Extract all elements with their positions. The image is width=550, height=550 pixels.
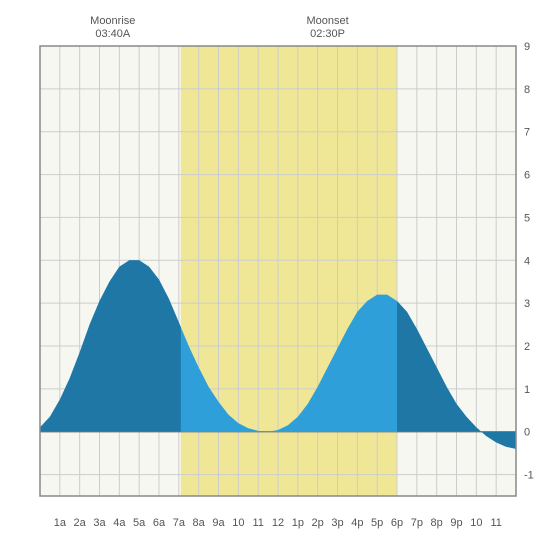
x-tick-label: 4a — [113, 517, 126, 529]
x-tick-label: 10 — [470, 517, 482, 529]
moonset-time: 02:30P — [310, 28, 345, 40]
x-tick-label: 1a — [54, 517, 67, 529]
y-tick-label: 4 — [524, 255, 530, 267]
x-tick-label: 2p — [312, 517, 324, 529]
y-tick-label: 5 — [524, 212, 530, 224]
tide-chart: -101234567891a2a3a4a5a6a7a8a9a1011121p2p… — [12, 12, 538, 538]
x-tick-label: 5p — [371, 517, 383, 529]
x-tick-label: 6a — [153, 517, 166, 529]
x-tick-label: 12 — [272, 517, 284, 529]
x-tick-label: 11 — [252, 517, 263, 529]
y-tick-label: 2 — [524, 341, 530, 353]
y-tick-label: 0 — [524, 427, 530, 439]
x-tick-label: 3a — [93, 517, 106, 529]
x-tick-label: 2a — [74, 517, 87, 529]
moonrise-label: Moonrise — [90, 15, 135, 27]
x-tick-label: 4p — [351, 517, 363, 529]
moonrise-time: 03:40A — [95, 28, 131, 40]
x-tick-label: 8p — [431, 517, 443, 529]
x-tick-label: 9p — [450, 517, 462, 529]
x-tick-label: 9a — [212, 517, 225, 529]
moonset-label: Moonset — [306, 15, 348, 27]
chart-svg: -101234567891a2a3a4a5a6a7a8a9a1011121p2p… — [12, 12, 538, 538]
x-tick-label: 1p — [292, 517, 304, 529]
x-tick-label: 5a — [133, 517, 146, 529]
y-tick-label: 1 — [524, 384, 530, 396]
y-tick-label: 3 — [524, 298, 530, 310]
x-tick-label: 8a — [193, 517, 206, 529]
x-tick-label: 11 — [490, 517, 501, 529]
y-tick-label: -1 — [524, 470, 534, 482]
x-tick-label: 7a — [173, 517, 186, 529]
x-tick-label: 6p — [391, 517, 403, 529]
x-tick-label: 10 — [232, 517, 244, 529]
y-tick-label: 8 — [524, 84, 530, 96]
y-tick-label: 6 — [524, 170, 530, 182]
y-tick-label: 9 — [524, 41, 530, 53]
y-tick-label: 7 — [524, 127, 530, 139]
x-tick-label: 7p — [411, 517, 423, 529]
x-tick-label: 3p — [331, 517, 343, 529]
